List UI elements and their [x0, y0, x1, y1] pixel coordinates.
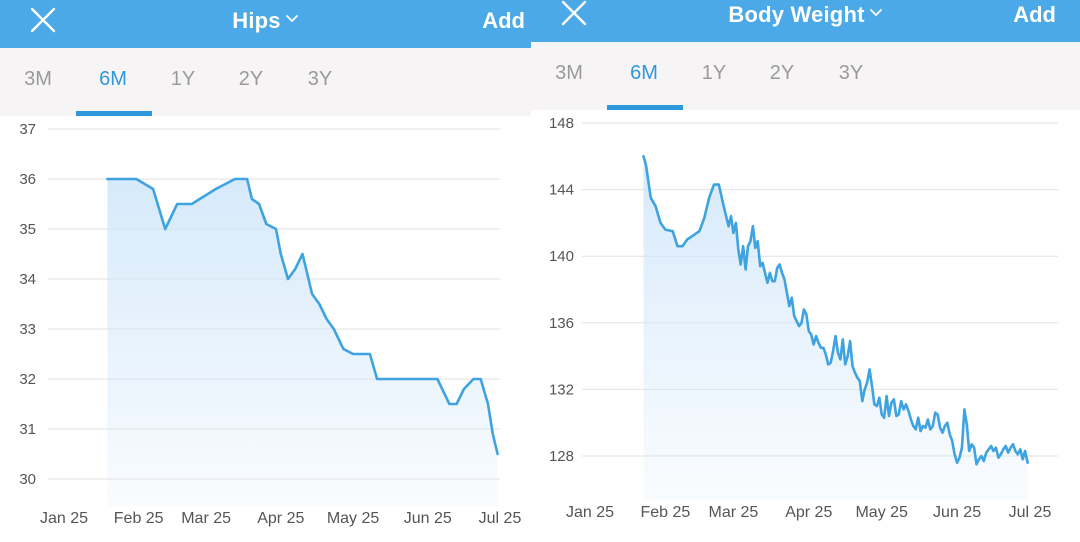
- close-button[interactable]: [28, 5, 58, 35]
- y-axis: 30 31 32 33 34 35 36 37: [19, 121, 36, 488]
- tab-3y[interactable]: 3Y: [838, 62, 864, 84]
- hips-chart: 30 31 32 33 34 35 36 37 Jan 25 Feb 25 Mar 25 Apr 25…: [19, 121, 521, 527]
- tab-2y[interactable]: 2Y: [238, 68, 264, 90]
- active-tab-indicator: [76, 111, 152, 116]
- series-area: [643, 156, 1028, 501]
- chevron-down-icon: [285, 14, 299, 24]
- y-tick-label: 140: [549, 248, 574, 265]
- y-tick-label: 128: [549, 448, 574, 465]
- y-tick-label: 37: [19, 121, 36, 138]
- tab-1y[interactable]: 1Y: [170, 68, 196, 90]
- body-weight-chart: 128 132 136 140 144 148 Jan 25 Feb 25 Mar 25 Apr …: [549, 115, 1058, 521]
- tab-3y[interactable]: 3Y: [307, 68, 333, 90]
- tab-1y[interactable]: 1Y: [701, 62, 727, 84]
- series-line: [106, 177, 499, 456]
- app-header: Body Weight Add: [531, 0, 1080, 42]
- close-icon: [30, 7, 56, 33]
- y-tick-label: 30: [19, 471, 36, 488]
- title-dropdown[interactable]: Hips: [0, 8, 531, 34]
- y-tick-label: 32: [19, 371, 36, 388]
- x-tick-label: Jun 25: [404, 510, 452, 527]
- y-tick-label: 36: [19, 171, 36, 188]
- tab-6m[interactable]: 6M: [99, 68, 127, 90]
- time-range-tabs: 3M 6M 1Y 2Y 3Y: [531, 42, 1080, 110]
- x-tick-label: May 25: [855, 504, 908, 521]
- x-tick-label: Jul 25: [1009, 504, 1052, 521]
- app-header: Hips Add: [0, 0, 531, 48]
- x-axis: Jan 25 Feb 25 Mar 25 Apr 25 May 25 Jun 25 Jul …: [566, 504, 1051, 521]
- x-tick-label: May 25: [327, 510, 380, 527]
- x-tick-label: Jan 25: [566, 504, 614, 521]
- x-tick-label: Feb 25: [114, 510, 164, 527]
- x-tick-label: Mar 25: [181, 510, 231, 527]
- body-weight-screen: Body Weight Add 3M 6M 1Y 2Y 3Y 128 132 136…: [531, 0, 1080, 542]
- y-tick-label: 144: [549, 182, 574, 199]
- x-tick-label: Jul 25: [479, 510, 522, 527]
- add-button[interactable]: Add: [1013, 2, 1056, 27]
- add-button[interactable]: Add: [482, 8, 525, 33]
- close-icon: [561, 0, 587, 26]
- y-tick-label: 35: [19, 221, 36, 238]
- x-tick-label: Jun 25: [933, 504, 981, 521]
- tab-2y[interactable]: 2Y: [769, 62, 795, 84]
- x-tick-label: Feb 25: [640, 504, 690, 521]
- page-title: Body Weight: [728, 2, 865, 27]
- x-tick-label: Apr 25: [257, 510, 304, 527]
- page-title: Hips: [232, 8, 281, 33]
- x-tick-label: Jan 25: [40, 510, 88, 527]
- x-tick-label: Apr 25: [785, 504, 832, 521]
- tab-6m[interactable]: 6M: [630, 62, 658, 84]
- series-line: [642, 155, 1029, 466]
- y-tick-label: 33: [19, 321, 36, 338]
- time-range-tabs: 3M 6M 1Y 2Y 3Y: [0, 48, 531, 116]
- active-tab-indicator: [607, 105, 683, 110]
- x-axis: Jan 25 Feb 25 Mar 25 Apr 25 May 25 Jun 25 Jul …: [40, 510, 521, 527]
- y-tick-label: 31: [19, 421, 36, 438]
- tab-3m[interactable]: 3M: [555, 62, 583, 84]
- y-tick-label: 148: [549, 115, 574, 132]
- close-button[interactable]: [559, 0, 589, 28]
- chevron-down-icon: [869, 8, 883, 18]
- hips-screen: Hips Add 3M 6M 1Y 2Y 3Y 30 31 32 33 34 35 36 37…: [0, 0, 531, 542]
- y-tick-label: 34: [19, 271, 36, 288]
- title-dropdown[interactable]: Body Weight: [531, 2, 1080, 28]
- y-tick-label: 132: [549, 381, 574, 398]
- y-tick-label: 136: [549, 315, 574, 332]
- x-tick-label: Mar 25: [709, 504, 759, 521]
- y-axis: 128 132 136 140 144 148: [549, 115, 574, 465]
- series-area: [107, 179, 498, 506]
- tab-3m[interactable]: 3M: [24, 68, 52, 90]
